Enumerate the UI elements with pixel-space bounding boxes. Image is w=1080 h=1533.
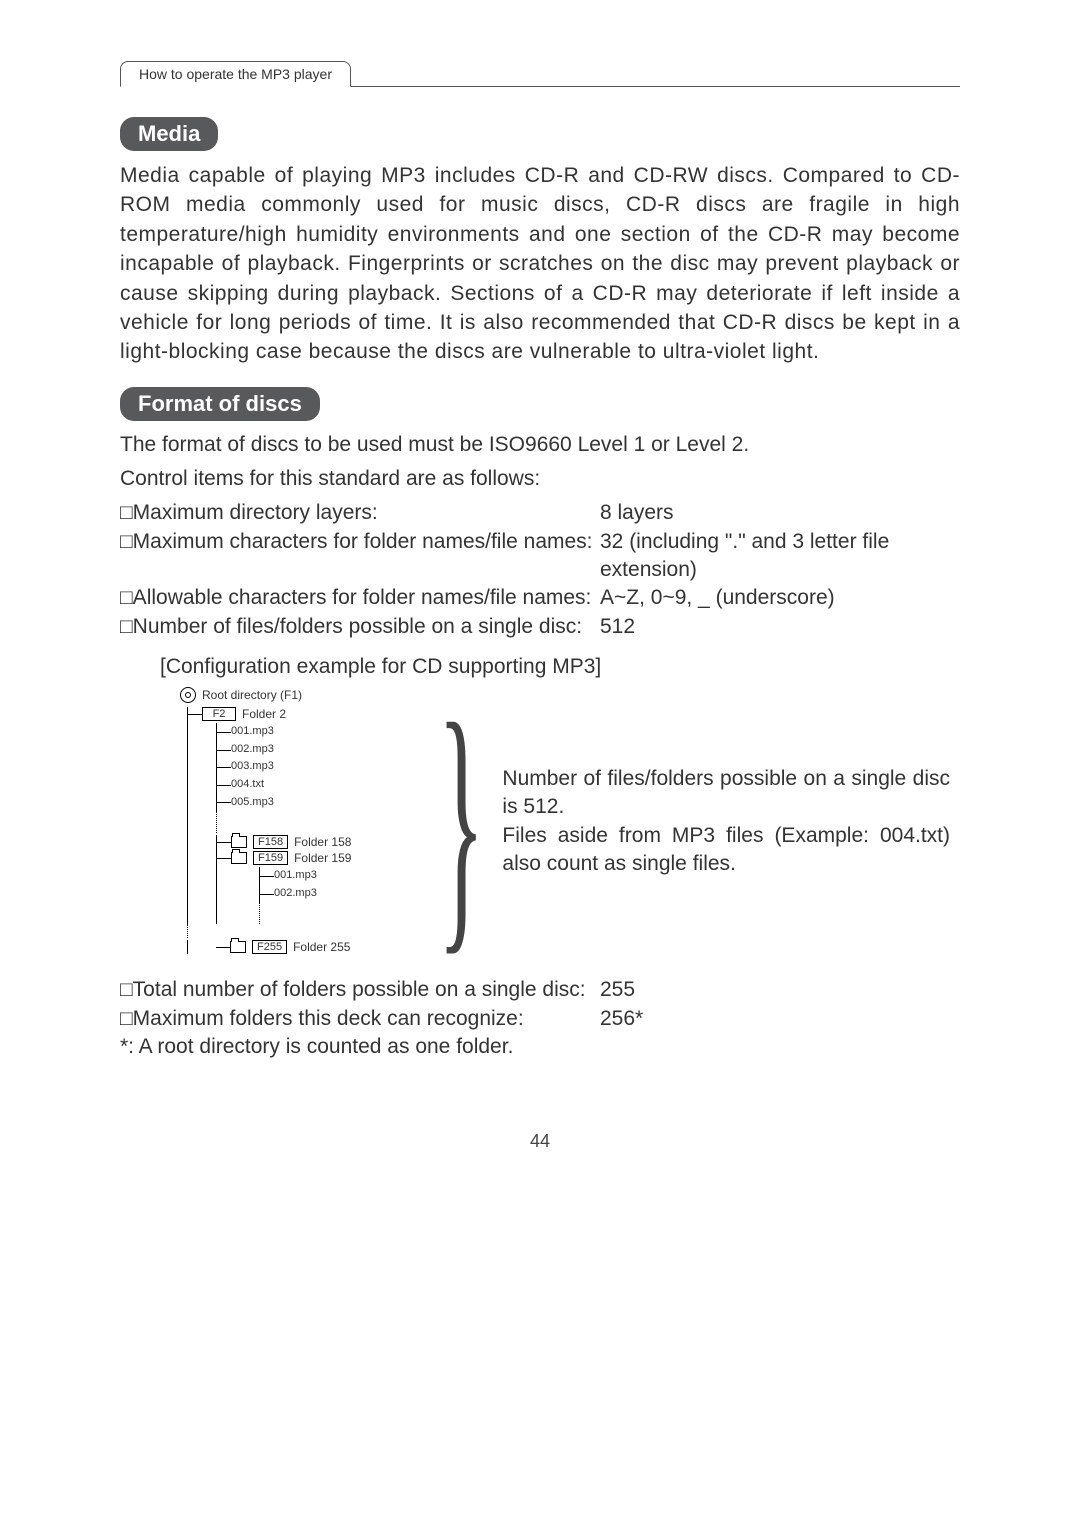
file-item: 002.mp3 xyxy=(217,741,420,759)
diagram-note-line: Number of files/folders possible on a si… xyxy=(502,765,950,822)
file-item: 002.mp3 xyxy=(260,885,420,903)
spec-label: □Total number of folders possible on a s… xyxy=(120,976,600,1004)
spec-row: □Allowable characters for folder names/f… xyxy=(120,584,960,612)
file-item: 001.mp3 xyxy=(260,867,420,885)
page-number: 44 xyxy=(120,1131,960,1152)
spec-label: □Maximum directory layers: xyxy=(120,499,600,527)
spec-value: 255 xyxy=(600,976,960,1004)
folder-code: F255 xyxy=(252,940,287,954)
folder-label: Folder 158 xyxy=(294,835,351,849)
folder-label: Folder 2 xyxy=(242,707,286,721)
section-heading-format: Format of discs xyxy=(120,387,320,421)
tree-diagram: Root directory (F1) F2 Folder 2 001.mp3 … xyxy=(180,687,420,956)
spec-label: □Allowable characters for folder names/f… xyxy=(120,584,600,612)
diagram-note-line: Files aside from MP3 files (Example: 004… xyxy=(502,822,950,879)
spec-value: 256* xyxy=(600,1005,960,1033)
diagram-wrapper: Root directory (F1) F2 Folder 2 001.mp3 … xyxy=(180,687,960,956)
folder-icon xyxy=(231,852,247,864)
folder-code: F158 xyxy=(253,835,288,849)
format-intro-2: Control items for this standard are as f… xyxy=(120,465,960,493)
folder-code: F2 xyxy=(202,707,236,721)
file-item: 005.mp3 xyxy=(217,794,420,812)
folder-icon xyxy=(230,941,246,953)
spec-row: □Maximum characters for folder names/fil… xyxy=(120,528,960,585)
spec-value: 8 layers xyxy=(600,499,960,527)
spec-label: □Number of files/folders possible on a s… xyxy=(120,613,600,641)
footnote: *: A root directory is counted as one fo… xyxy=(120,1033,960,1061)
header-tab-bar: How to operate the MP3 player xyxy=(120,60,960,87)
spec-value: 32 (including "." and 3 letter file exte… xyxy=(600,528,960,585)
folder-icon xyxy=(231,836,247,848)
folder-label: Folder 159 xyxy=(294,851,351,865)
folder-code: F159 xyxy=(253,851,288,865)
spec-label: □Maximum folders this deck can recognize… xyxy=(120,1005,600,1033)
header-tab: How to operate the MP3 player xyxy=(120,61,351,87)
file-item: 001.mp3 xyxy=(217,723,420,741)
spec-value: A~Z, 0~9, _ (underscore) xyxy=(600,584,960,612)
section-heading-media: Media xyxy=(120,117,218,151)
spec-row: □Maximum directory layers: 8 layers xyxy=(120,499,960,527)
spec-label: □Maximum characters for folder names/fil… xyxy=(120,528,600,585)
diagram-note: Number of files/folders possible on a si… xyxy=(502,765,960,878)
config-caption: [Configuration example for CD supporting… xyxy=(160,655,960,679)
file-item: 004.txt xyxy=(217,776,420,794)
brace-icon: } xyxy=(438,687,485,956)
spec-row: □Maximum folders this deck can recognize… xyxy=(120,1005,960,1033)
file-item: 003.mp3 xyxy=(217,758,420,776)
root-label: Root directory (F1) xyxy=(202,688,302,702)
spec-value: 512 xyxy=(600,613,960,641)
media-body: Media capable of playing MP3 includes CD… xyxy=(120,161,960,367)
spec-row: □Total number of folders possible on a s… xyxy=(120,976,960,1004)
disc-icon xyxy=(180,687,196,703)
spec-row: □Number of files/folders possible on a s… xyxy=(120,613,960,641)
format-intro-1: The format of discs to be used must be I… xyxy=(120,431,960,459)
folder-label: Folder 255 xyxy=(293,940,350,954)
